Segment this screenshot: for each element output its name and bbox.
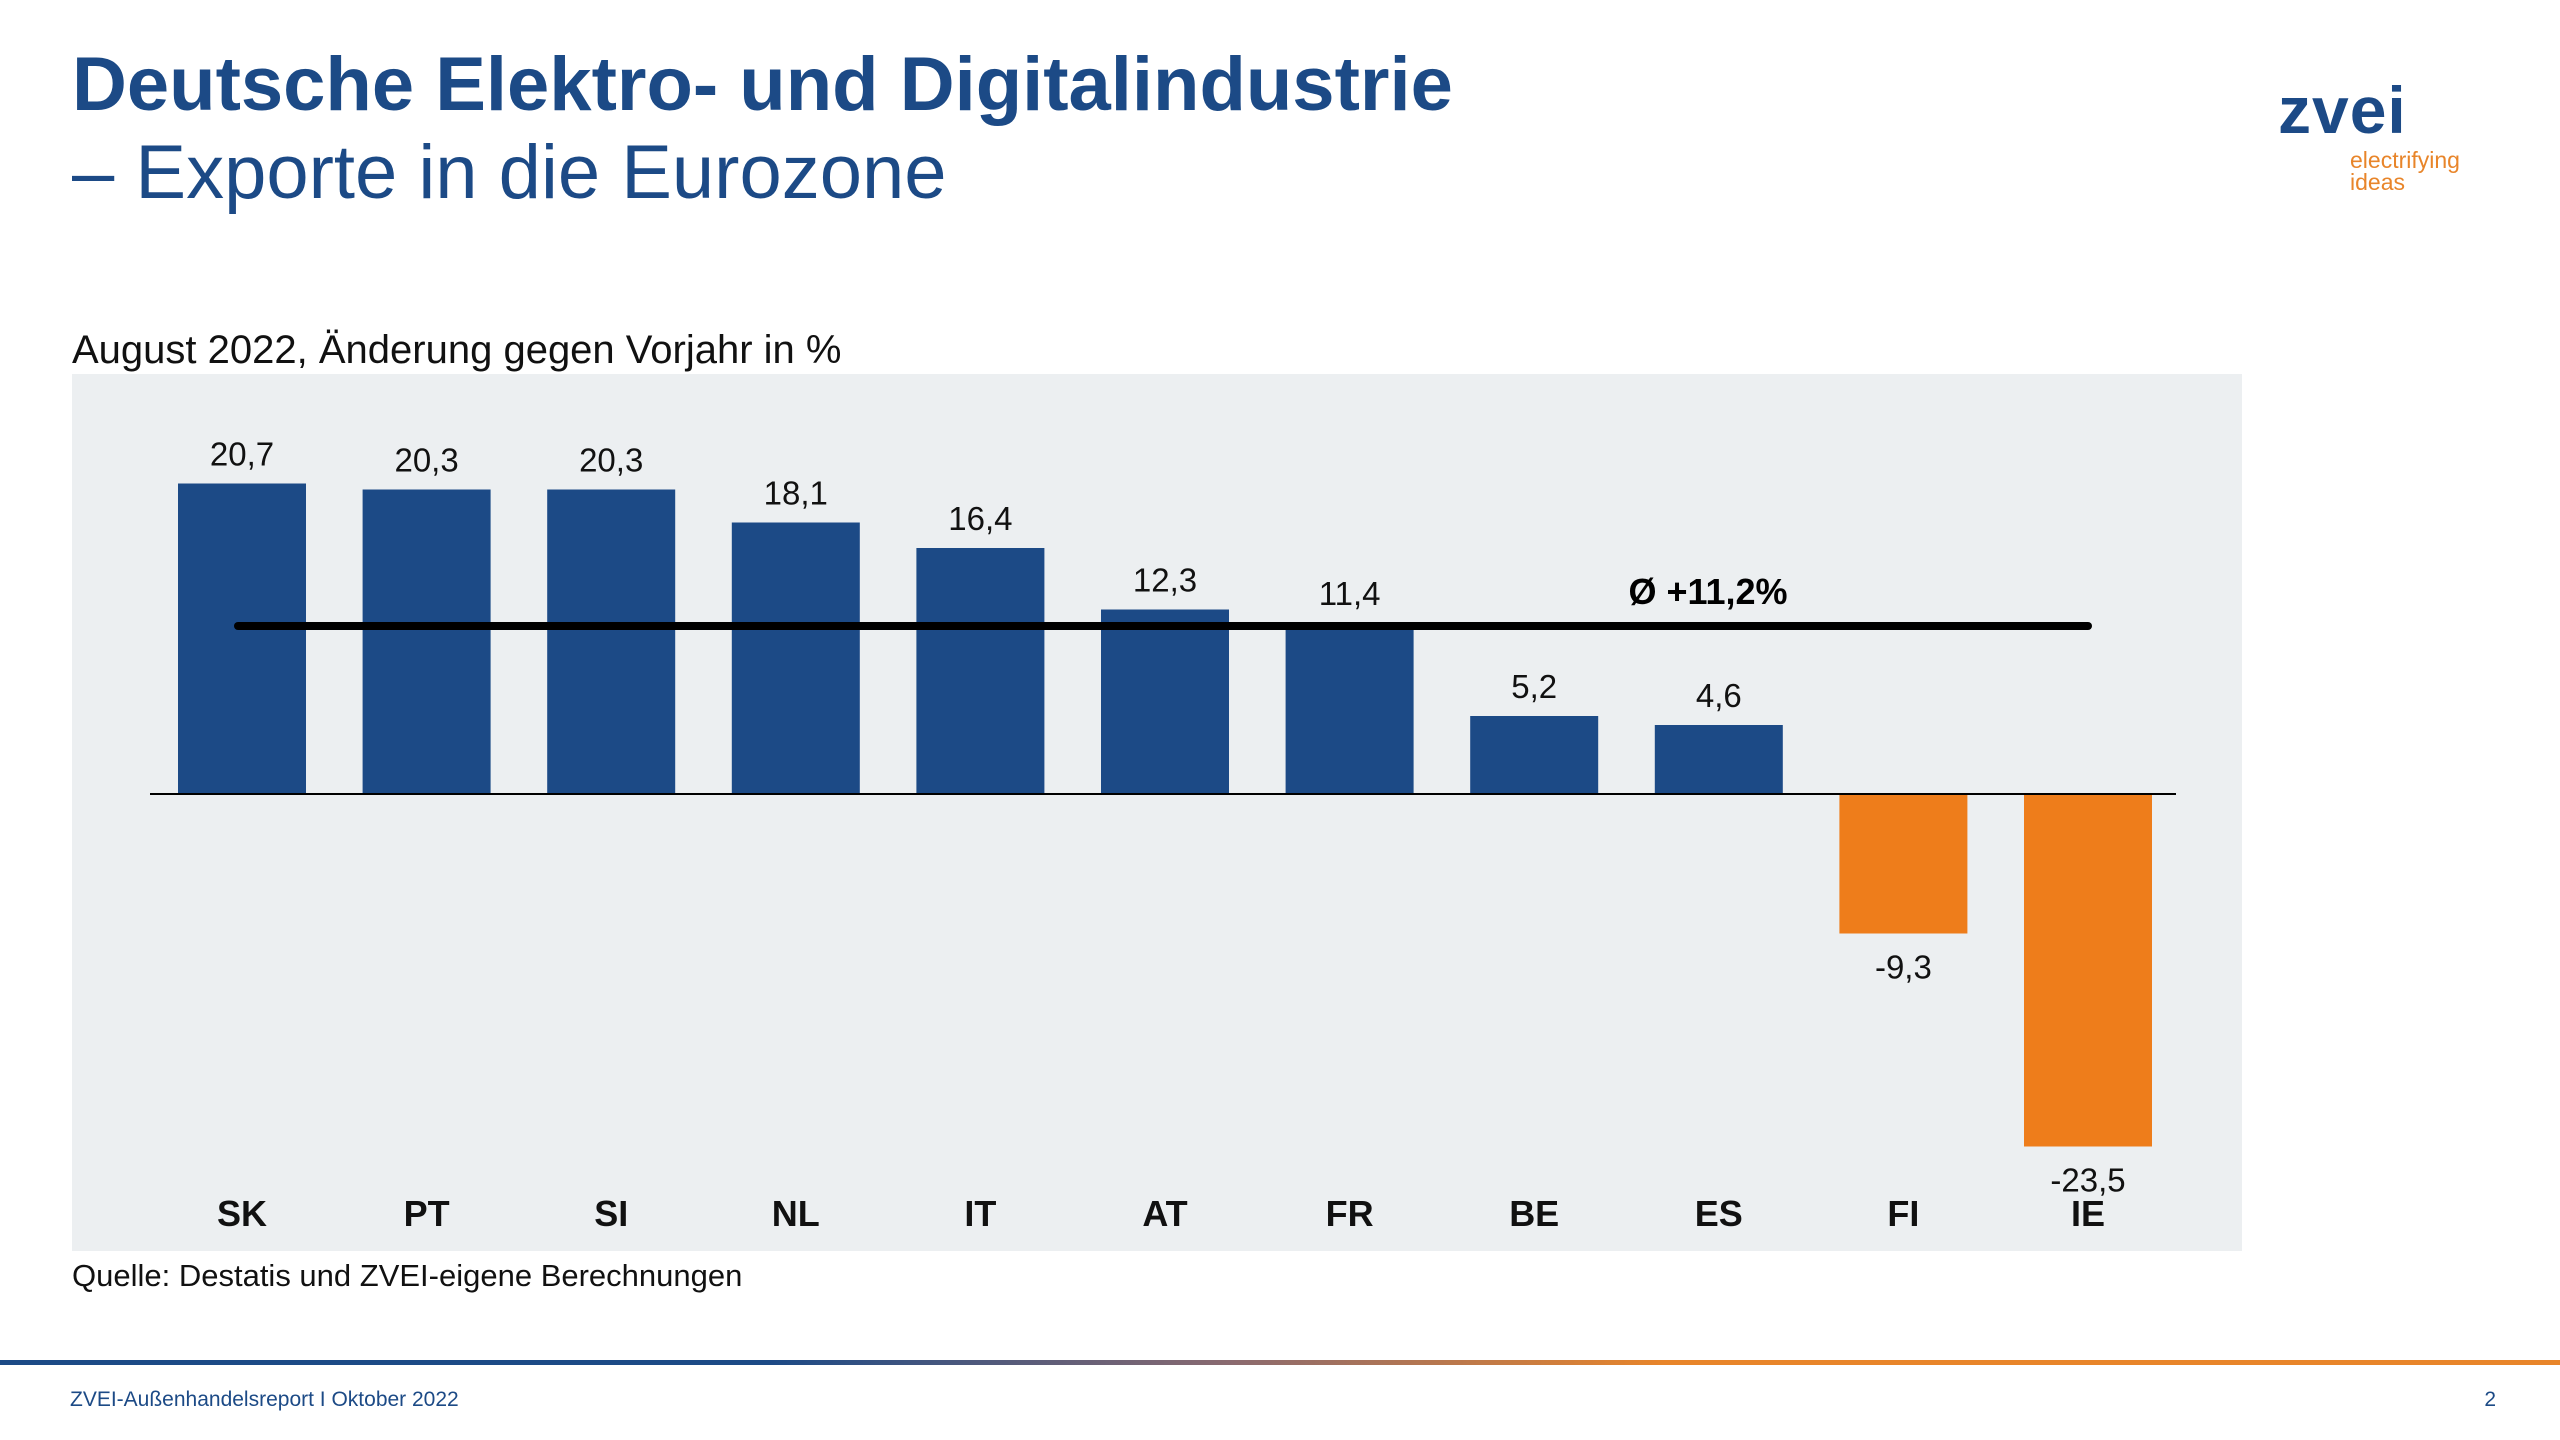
data-label-IE: -23,5 — [2050, 1162, 2125, 1199]
bar-ES — [1654, 725, 1783, 794]
footer-divider — [0, 1360, 2560, 1365]
bar-FR — [1285, 623, 1414, 794]
data-label-SK: 20,7 — [210, 436, 274, 473]
bar-FI — [1839, 794, 1968, 934]
data-label-NL: 18,1 — [764, 475, 828, 512]
bar-AT — [1101, 609, 1229, 794]
category-label-NL: NL — [772, 1193, 820, 1234]
footer-text: ZVEI-Außenhandelsreport I Oktober 2022 — [70, 1388, 459, 1411]
data-label-IT: 16,4 — [948, 500, 1012, 537]
category-label-AT: AT — [1142, 1193, 1187, 1234]
category-label-FR: FR — [1326, 1193, 1374, 1234]
category-label-IE: IE — [2071, 1193, 2105, 1234]
bar-NL — [731, 522, 860, 794]
category-label-ES: ES — [1695, 1193, 1743, 1234]
category-label-SI: SI — [594, 1193, 628, 1234]
category-label-FI: FI — [1887, 1193, 1919, 1234]
data-label-AT: 12,3 — [1133, 562, 1197, 599]
data-label-ES: 4,6 — [1696, 677, 1742, 714]
data-label-BE: 5,2 — [1511, 668, 1557, 705]
logo-wordmark: zvei — [2278, 73, 2407, 147]
bar-IT — [916, 548, 1045, 794]
category-label-SK: SK — [217, 1193, 267, 1234]
data-label-SI: 20,3 — [579, 442, 643, 479]
data-label-FR: 11,4 — [1319, 575, 1381, 612]
bar-SI — [547, 489, 676, 794]
data-label-FI: -9,3 — [1875, 949, 1932, 986]
chart-title: August 2022, Änderung gegen Vorjahr in % — [72, 328, 842, 372]
average-label: Ø +11,2% — [1628, 571, 1787, 612]
page-title: Deutsche Elektro- und Digitalindustrie — [72, 42, 1453, 127]
category-label-IT: IT — [964, 1193, 996, 1234]
zvei-logo: zvei electrifying ideas — [2270, 75, 2490, 205]
bar-PT — [362, 489, 491, 794]
data-label-PT: 20,3 — [394, 442, 458, 479]
page-number: 2 — [2484, 1388, 2496, 1411]
category-label-PT: PT — [404, 1193, 450, 1234]
category-label-BE: BE — [1509, 1193, 1559, 1234]
bar-IE — [2024, 794, 2152, 1147]
bar-SK — [178, 483, 306, 794]
page-subtitle: – Exporte in die Eurozone — [72, 130, 947, 215]
source-note: Quelle: Destatis und ZVEI-eigene Berechn… — [72, 1258, 743, 1293]
bar-BE — [1470, 716, 1599, 794]
logo-tagline: electrifying ideas — [2350, 147, 2460, 195]
